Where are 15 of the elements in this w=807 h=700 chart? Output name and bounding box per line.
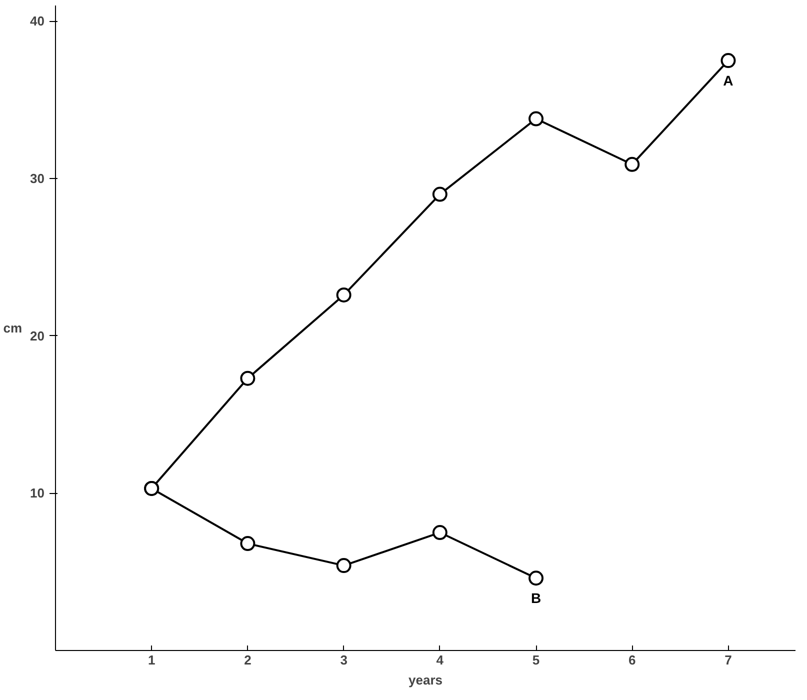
series-label: A <box>723 72 734 89</box>
y-tick-label: 20 <box>30 328 45 344</box>
x-axis-title: years <box>408 672 442 688</box>
x-tick-label: 3 <box>340 652 348 668</box>
x-tick-label: 1 <box>148 652 156 668</box>
x-tick-label: 5 <box>532 652 540 668</box>
y-tick-label: 40 <box>30 14 45 29</box>
y-axis-title: cm <box>3 320 22 336</box>
y-tick-label: 30 <box>30 171 45 186</box>
x-tick-label: 7 <box>724 652 732 668</box>
y-tick-label: 10 <box>30 486 45 501</box>
x-tick-label: 6 <box>628 652 636 668</box>
series-label: B <box>530 590 542 606</box>
x-tick-label: 2 <box>244 652 252 668</box>
x-tick-label: 4 <box>436 652 444 668</box>
